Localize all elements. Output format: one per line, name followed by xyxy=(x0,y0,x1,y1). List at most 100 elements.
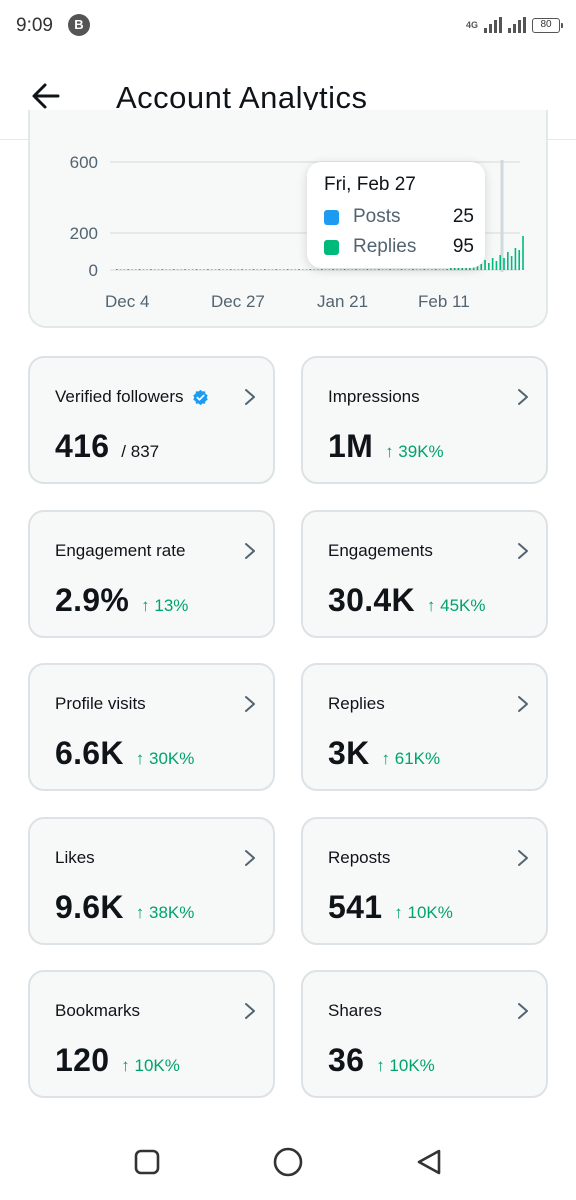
stat-card-impressions[interactable]: Impressions 1M ↑ 39K% xyxy=(301,356,548,484)
chart-bar xyxy=(222,269,224,270)
chart-bar xyxy=(172,269,175,270)
recent-apps-button[interactable] xyxy=(131,1146,163,1178)
stat-change: ↑ 61K% xyxy=(381,749,441,768)
stat-card-replies[interactable]: Replies 3K ↑ 61K% xyxy=(301,663,548,791)
stat-card-reposts[interactable]: Reposts 541 ↑ 10K% xyxy=(301,817,548,945)
app-notification-icon: B xyxy=(68,14,90,36)
status-indicators: 4G 80 xyxy=(466,14,563,36)
chart-bar xyxy=(283,269,285,270)
chart-bar xyxy=(150,269,152,270)
chart-bar xyxy=(116,269,118,270)
stat-change: ↑ 10K% xyxy=(394,903,453,922)
stat-label-text: Likes xyxy=(55,848,95,867)
chart-bar xyxy=(275,269,278,270)
chevron-right-icon xyxy=(518,543,528,559)
stat-value-row: 6.6K ↑ 30K% xyxy=(55,735,194,772)
chart-bar xyxy=(389,269,391,270)
back-button[interactable] xyxy=(28,78,64,114)
chart-bar xyxy=(260,269,262,270)
chart-bar xyxy=(404,269,407,270)
tooltip-row-posts: Posts 25 xyxy=(324,205,474,229)
chart-bar xyxy=(396,269,399,270)
stat-label-text: Bookmarks xyxy=(55,1001,141,1020)
chart-bar xyxy=(161,269,164,270)
x-tick-label: Dec 4 xyxy=(105,292,149,311)
stat-card-verified-followers[interactable]: Verified followers 416 / 837 xyxy=(28,356,275,484)
home-button[interactable] xyxy=(272,1146,304,1178)
stat-value: 9.6K xyxy=(55,889,124,925)
chart-bar xyxy=(157,269,160,270)
chart-bar xyxy=(419,269,422,270)
chart-bars xyxy=(116,236,524,270)
stat-card-shares[interactable]: Shares 36 ↑ 10K% xyxy=(301,970,548,1098)
stat-card-bookmarks[interactable]: Bookmarks 120 ↑ 10K% xyxy=(28,970,275,1098)
chart-bar xyxy=(495,261,498,270)
stat-value: 6.6K xyxy=(55,735,124,771)
chart-bar xyxy=(339,269,342,270)
stat-change: ↑ 45K% xyxy=(426,596,486,615)
chart-bar xyxy=(184,269,186,270)
y-tick-label: 600 xyxy=(70,153,98,172)
chart-bar xyxy=(324,269,327,270)
chart-bar xyxy=(343,269,346,270)
chart-bar xyxy=(434,269,437,270)
chart-bar xyxy=(347,269,350,270)
x-tick-label: Feb 11 xyxy=(418,292,470,311)
stat-label-text: Shares xyxy=(328,1001,382,1020)
chart-bar xyxy=(237,269,240,270)
chart-bar xyxy=(195,269,198,270)
chart-bar xyxy=(210,269,213,270)
chart-bar xyxy=(317,269,319,270)
chart-bar xyxy=(510,256,513,270)
chart-bar xyxy=(218,269,221,270)
system-nav-bar xyxy=(0,1120,576,1200)
stat-change: ↑ 38K% xyxy=(135,903,195,922)
stat-card-engagement-rate[interactable]: Engagement rate 2.9% ↑ 13% xyxy=(28,510,275,638)
chart-bar xyxy=(169,269,171,270)
chart-bar xyxy=(400,269,403,270)
chart-bar xyxy=(134,269,137,270)
chart-bar xyxy=(233,269,236,270)
chart-bar xyxy=(446,269,448,270)
chart-bar xyxy=(119,269,122,270)
chart-bar xyxy=(313,269,316,270)
chart-bar xyxy=(522,236,524,270)
chart-bar xyxy=(131,269,133,270)
stat-card-likes[interactable]: Likes 9.6K ↑ 38K% xyxy=(28,817,275,945)
page-title: Account Analytics xyxy=(116,80,368,115)
x-tick-label: Dec 27 xyxy=(211,292,265,311)
stat-card-engagements[interactable]: Engagements 30.4K ↑ 45K% xyxy=(301,510,548,638)
chevron-right-icon xyxy=(518,696,528,712)
chart-bar xyxy=(309,269,312,270)
stat-change: ↑ 30K% xyxy=(135,749,195,768)
stat-label: Replies xyxy=(328,694,385,714)
chart-bar xyxy=(123,269,126,270)
stat-card-profile-visits[interactable]: Profile visits 6.6K ↑ 30K% xyxy=(28,663,275,791)
stat-label-text: Verified followers xyxy=(55,387,184,406)
stat-label-text: Reposts xyxy=(328,848,391,867)
status-time: 9:09 xyxy=(16,15,53,36)
stat-label-text: Engagements xyxy=(328,541,433,560)
chart-bar xyxy=(305,269,308,270)
chart-bar xyxy=(321,269,323,270)
chart-bar xyxy=(256,269,259,270)
chart-bar xyxy=(271,269,274,270)
chart-bar xyxy=(328,269,331,270)
chart-bar xyxy=(267,269,270,270)
chart-bar xyxy=(302,269,304,270)
chart-bar xyxy=(241,269,243,270)
stat-change: ↑ 10K% xyxy=(376,1056,435,1075)
tooltip-row-replies: Replies 95 xyxy=(324,235,474,259)
chart-bar xyxy=(503,258,505,270)
stat-label: Engagements xyxy=(328,541,433,561)
stat-label: Engagement rate xyxy=(55,541,185,561)
triangle-back-icon xyxy=(417,1149,441,1175)
chart-bar xyxy=(146,269,148,270)
stat-value: 416 xyxy=(55,428,110,464)
chart-y-axis: 600 200 0 xyxy=(70,153,98,280)
chart-bar xyxy=(374,269,376,270)
back-nav-button[interactable] xyxy=(413,1146,445,1178)
chart-bar xyxy=(252,269,255,270)
chart-bar xyxy=(370,269,372,270)
stat-value-row: 2.9% ↑ 13% xyxy=(55,582,188,619)
